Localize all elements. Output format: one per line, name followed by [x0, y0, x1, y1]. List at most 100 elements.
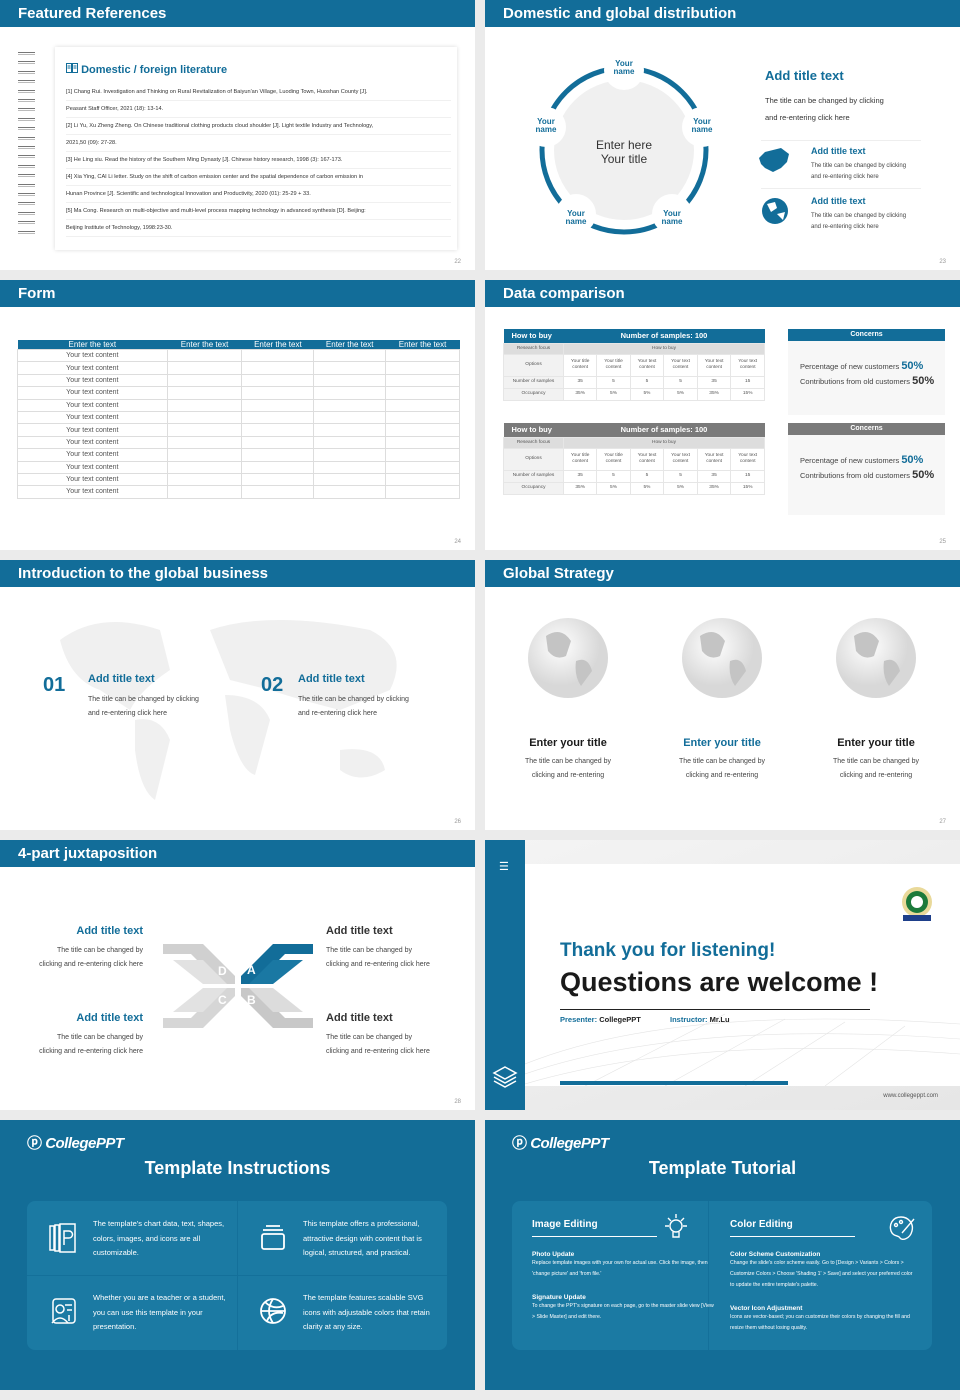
- menu-icon[interactable]: ☰: [499, 861, 509, 873]
- collegeppt-logo: ⓟ CollegePPT: [27, 1135, 124, 1152]
- item-title: Add title text: [88, 673, 155, 685]
- item-title: Add title text: [811, 146, 866, 156]
- table-cell[interactable]: [241, 398, 315, 412]
- table-row: Number of samples 35 5 5 5 35 15: [503, 375, 765, 389]
- table-cell[interactable]: [385, 423, 460, 437]
- table-cell: 15%: [730, 481, 765, 495]
- table-cell[interactable]: [166, 485, 243, 499]
- table-cell[interactable]: [166, 398, 243, 412]
- table-cell[interactable]: [385, 485, 460, 499]
- spiral-ring: [18, 99, 35, 102]
- table-cell[interactable]: [385, 435, 460, 450]
- slide-juxtaposition[interactable]: 4-part juxtaposition D A C B Add title t…: [0, 840, 475, 1110]
- slide-title: 4-part juxtaposition: [0, 840, 475, 867]
- strategy-title: Enter your title: [683, 737, 761, 749]
- slide-distribution[interactable]: Domestic and global distribution Your nam…: [485, 0, 960, 270]
- row-label: Options: [503, 447, 564, 471]
- table-cell[interactable]: [241, 460, 315, 474]
- references-heading: Domestic / foreign literature: [66, 63, 227, 76]
- table-cell: Your text content: [629, 447, 665, 471]
- slide-references[interactable]: Featured References Domestic / foreign l…: [0, 0, 475, 270]
- table-cell[interactable]: [313, 448, 387, 462]
- slide-template-instructions[interactable]: ⓟ CollegePPT Template Instructions The t…: [0, 1120, 475, 1390]
- row-label: Number of samples: [503, 375, 564, 389]
- table-cell[interactable]: [241, 361, 315, 375]
- table-row: Options Your title content Your title cont…: [503, 447, 765, 471]
- table-cell[interactable]: [313, 398, 387, 412]
- table-cell[interactable]: [385, 448, 460, 462]
- table-cell[interactable]: [241, 373, 315, 388]
- table-cell[interactable]: [166, 386, 243, 400]
- table-cell[interactable]: [313, 423, 387, 437]
- table-cell[interactable]: [166, 460, 243, 474]
- table-cell[interactable]: [385, 386, 460, 400]
- table-cell[interactable]: [313, 460, 387, 474]
- table-cell[interactable]: [241, 386, 315, 400]
- table-cell[interactable]: [241, 485, 315, 499]
- table-cell[interactable]: [166, 435, 243, 450]
- strategy-title: Enter your title: [529, 737, 607, 749]
- table-cell[interactable]: [313, 361, 387, 375]
- table-cell[interactable]: [166, 348, 243, 363]
- table-cell: 5%: [629, 481, 665, 495]
- node-label: Your name: [613, 59, 635, 76]
- table-cell[interactable]: [313, 386, 387, 400]
- table-cell[interactable]: [385, 472, 460, 487]
- tutorial-column-image: Image Editing Photo Update Replace templat…: [512, 1201, 722, 1350]
- table-row: Your text content: [17, 472, 460, 487]
- spiral-ring: [18, 136, 35, 140]
- presenter-line: Presenter: CollegePPT: [560, 1015, 641, 1024]
- table-cell[interactable]: [385, 361, 460, 375]
- slide-form[interactable]: Form Enter the text Enter the text Enter t…: [0, 280, 475, 550]
- slide-template-tutorial[interactable]: ⓟ CollegePPT Template Tutorial Image Edi…: [485, 1120, 960, 1390]
- instruction-cell: Whether you are a teacher or a student, …: [27, 1275, 237, 1349]
- reference-line: Hunan Province [J]. Scientific and techn…: [66, 186, 451, 203]
- spiral-ring: [18, 193, 35, 196]
- table-cell[interactable]: [241, 448, 315, 462]
- slide-intro-global[interactable]: Introduction to the global business 01 A…: [0, 560, 475, 830]
- table-cell: Your text content: [629, 353, 665, 377]
- table-cell[interactable]: [241, 435, 315, 450]
- table-cell[interactable]: [166, 410, 243, 425]
- table-cell[interactable]: [385, 348, 460, 363]
- reference-line: [5] Ma Cong. Research on multi-objective…: [66, 203, 451, 220]
- book-icon: [66, 63, 78, 73]
- table-cell[interactable]: [385, 460, 460, 474]
- table-cell[interactable]: [241, 410, 315, 425]
- website-link[interactable]: www.collegeppt.com: [883, 1093, 938, 1099]
- table-cell[interactable]: [313, 485, 387, 499]
- table-cell: Your title content: [562, 447, 598, 471]
- table-cell[interactable]: [166, 373, 243, 388]
- node-label: Your name: [565, 209, 587, 226]
- table-cell[interactable]: [166, 361, 243, 375]
- teacher-icon: [51, 1298, 76, 1324]
- table-cell[interactable]: [166, 423, 243, 437]
- old-customers-stat: Contributions from old customers 50%: [800, 375, 935, 387]
- table-cell[interactable]: [166, 448, 243, 462]
- table-cell[interactable]: [385, 373, 460, 388]
- table-cell: Your text content: [17, 348, 168, 363]
- table-cell[interactable]: [313, 435, 387, 450]
- table-cell[interactable]: [313, 410, 387, 425]
- table-cell[interactable]: [241, 472, 315, 487]
- table-cell[interactable]: [166, 472, 243, 487]
- table-cell[interactable]: [313, 472, 387, 487]
- stack-icon: [261, 1225, 285, 1250]
- table-cell[interactable]: [313, 348, 387, 363]
- slide-data-comparison[interactable]: Data comparison How to buy Number of samp…: [485, 280, 960, 550]
- spiral-ring: [18, 155, 35, 159]
- table-cell: Your text content: [17, 460, 168, 474]
- table-cell[interactable]: [241, 423, 315, 437]
- table-cell[interactable]: [385, 410, 460, 425]
- spiral-ring: [18, 108, 35, 112]
- table-cell[interactable]: [241, 348, 315, 363]
- slide-thank-you[interactable]: ☰ Thank you for listening! Questions are…: [485, 840, 960, 1110]
- table-row: Your text content: [17, 361, 460, 375]
- table-cell[interactable]: [313, 373, 387, 388]
- part-item: Add title text The title can be changed b…: [326, 925, 430, 968]
- slide-title: Domestic and global distribution: [485, 0, 960, 27]
- slide-global-strategy[interactable]: Global Strategy Enter your title The titl…: [485, 560, 960, 830]
- page-number: 23: [939, 259, 946, 265]
- page-number: 25: [939, 539, 946, 545]
- table-cell[interactable]: [385, 398, 460, 412]
